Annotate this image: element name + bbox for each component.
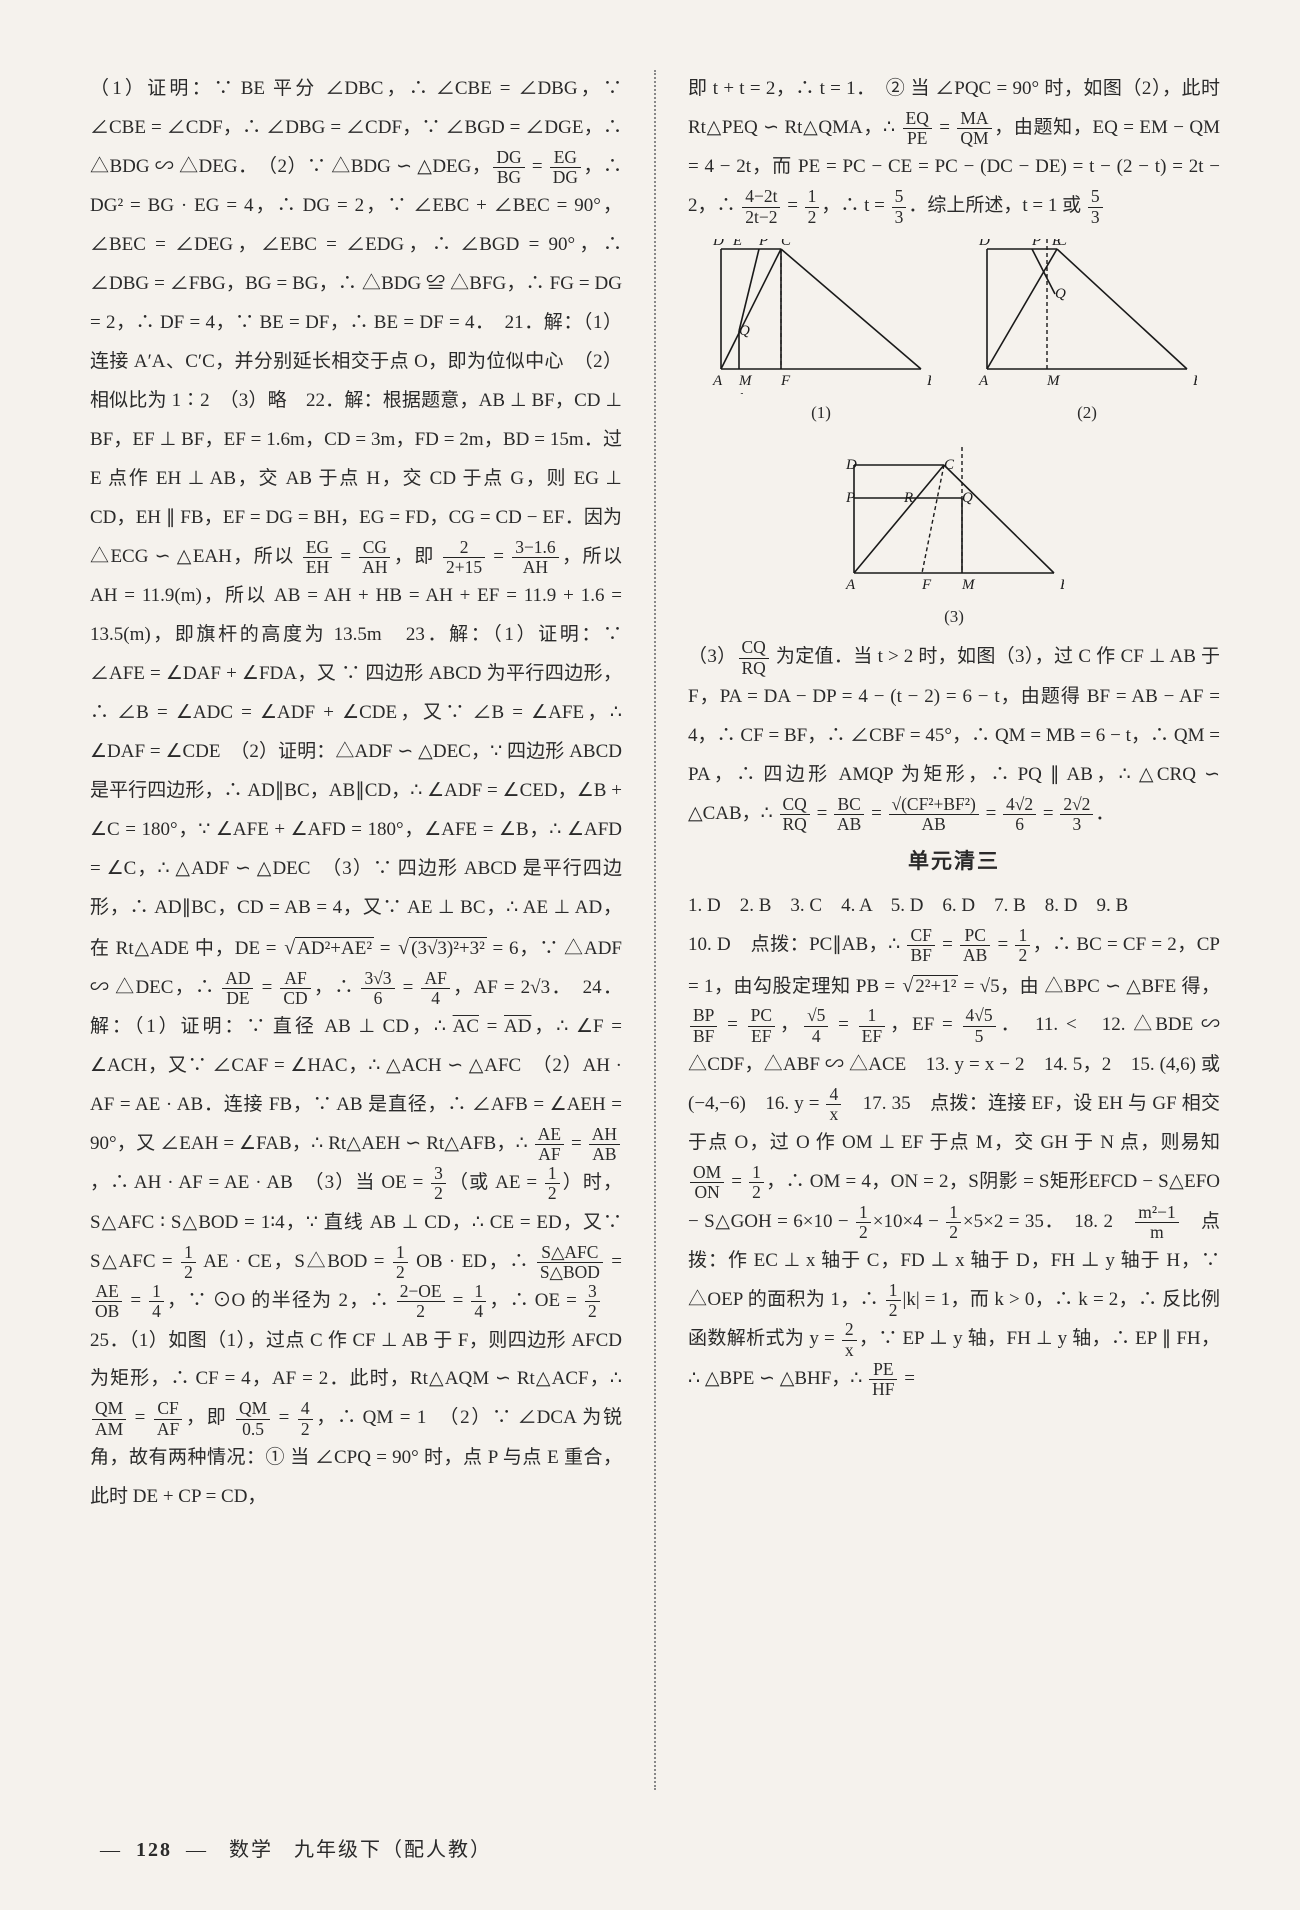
svg-text:P: P: [758, 239, 768, 249]
svg-text:P: P: [1031, 239, 1041, 249]
geometry-figure: ABCDPRQFMl: [844, 443, 1064, 598]
left-column-text: （1）证明：∵ BE 平分 ∠DBC，∴ ∠CBE = ∠DBG，∵ ∠CBE …: [90, 70, 622, 1517]
column-divider: [654, 70, 656, 1790]
geometry-figure: ABCDPEMQl: [977, 239, 1197, 394]
left-column: （1）证明：∵ BE 平分 ∠DBC，∴ ∠CBE = ∠DBG，∵ ∠CBE …: [90, 70, 622, 1790]
footer-page-number: 128: [136, 1839, 172, 1861]
footer-dash-r: —: [186, 1839, 208, 1861]
svg-text:A: A: [845, 577, 856, 593]
svg-text:Q: Q: [962, 490, 973, 506]
svg-text:B: B: [1193, 373, 1197, 389]
svg-text:M: M: [738, 373, 753, 389]
svg-text:R: R: [903, 490, 913, 506]
geometry-figure: A B C DE P F M Ql: [711, 239, 931, 394]
footer-subject: 数学: [229, 1839, 273, 1861]
unit-title: 单元清三: [688, 840, 1220, 883]
svg-text:A: A: [712, 373, 723, 389]
page-columns: （1）证明：∵ BE 平分 ∠DBC，∴ ∠CBE = ∠DBG，∵ ∠CBE …: [90, 70, 1220, 1790]
right-top-text: 即 t + t = 2，∴ t = 1． ② 当 ∠PQC = 90° 时，如图…: [688, 70, 1220, 227]
svg-text:Q: Q: [1055, 286, 1066, 302]
svg-text:l: l: [739, 391, 743, 394]
svg-text:B: B: [1060, 577, 1064, 593]
svg-text:F: F: [780, 373, 791, 389]
svg-text:F: F: [921, 577, 932, 593]
figure-row-2: ABCDPRQFMl(3): [688, 443, 1220, 635]
footer-grade: 九年级下（配人教）: [294, 1839, 492, 1861]
right-column: 即 t + t = 2，∴ t = 1． ② 当 ∠PQC = 90° 时，如图…: [688, 70, 1220, 1790]
svg-text:E: E: [1051, 239, 1061, 249]
svg-text:Q: Q: [739, 323, 750, 339]
footer-dash-l: —: [100, 1839, 122, 1861]
svg-text:D: D: [978, 239, 990, 249]
fig-caption-3: (3): [844, 600, 1064, 635]
page-footer: — 128 — 数学 九年级下（配人教）: [100, 1833, 492, 1862]
answers-line: 1. D 2. B 3. C 4. A 5. D 6. D 7. B 8. D …: [688, 887, 1220, 926]
fig-caption-1: (1): [711, 396, 931, 431]
svg-text:M: M: [1046, 373, 1061, 389]
svg-text:M: M: [961, 577, 976, 593]
figure-row-1: ABCDEPFMQl(1)ABCDPEMQl(2): [688, 239, 1220, 431]
svg-text:P: P: [845, 490, 855, 506]
fig-caption-2: (2): [977, 396, 1197, 431]
svg-text:D: D: [712, 239, 724, 249]
svg-text:C: C: [781, 239, 792, 249]
svg-text:C: C: [944, 457, 955, 473]
right-bottom-text: 10. D 点拨：PC∥AB，∴ CFBF = PCAB = 12，∴ BC =…: [688, 926, 1220, 1399]
svg-text:E: E: [732, 239, 742, 249]
svg-text:D: D: [845, 457, 857, 473]
svg-text:A: A: [978, 373, 989, 389]
right-mid-text: （3）CQRQ 为定值．当 t > 2 时，如图（3），过 C 作 CF ⊥ A…: [688, 638, 1220, 834]
svg-text:B: B: [927, 373, 931, 389]
